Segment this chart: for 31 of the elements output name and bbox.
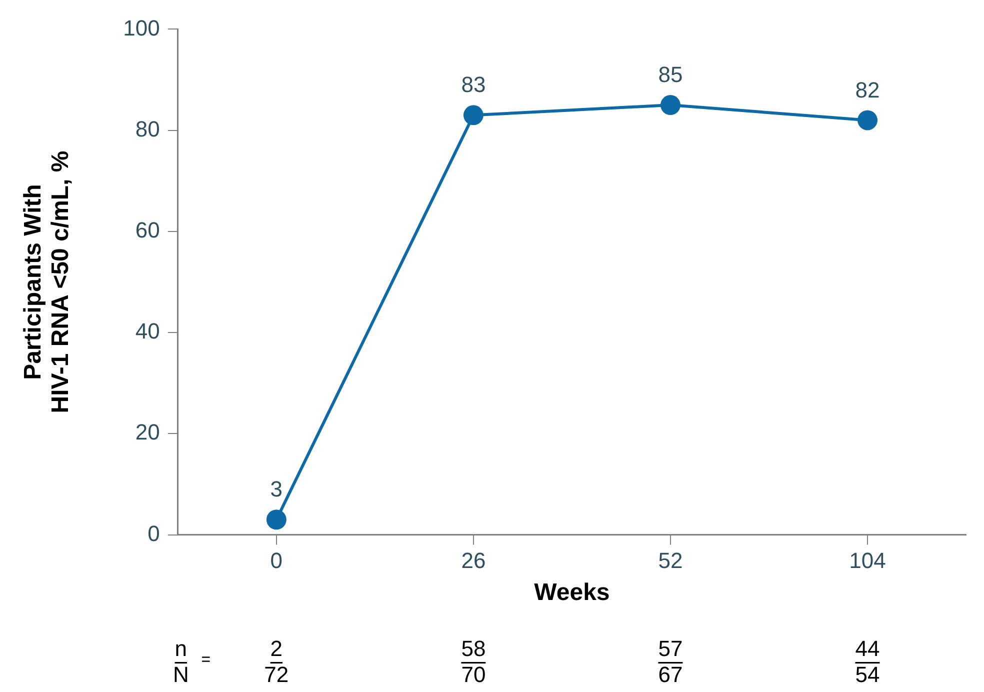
text: =: [201, 651, 211, 668]
text: N: [172, 662, 189, 688]
data-label: 85: [658, 62, 683, 88]
x-axis-title: Weeks: [534, 579, 610, 606]
point: [463, 105, 484, 126]
y-tick-label: 20: [135, 420, 160, 445]
point: [857, 110, 878, 130]
y-axis-title: Participants With HIV-1 RNA <50 c/mL, %: [19, 150, 74, 414]
data-label: 83: [461, 72, 486, 98]
point: [660, 95, 680, 116]
data-label: 3: [270, 476, 283, 502]
text: 72: [264, 662, 289, 688]
text: 54: [855, 662, 880, 688]
text: 44: [855, 636, 880, 662]
y-tick-label: 100: [123, 15, 160, 40]
x-tick-label: 0: [270, 548, 283, 574]
text: 67: [658, 662, 683, 688]
x-tick-label: 52: [658, 548, 683, 574]
text: 58: [461, 636, 486, 662]
text: n: [174, 636, 188, 662]
x-tick-label: 104: [849, 548, 886, 574]
x-tick-label: 26: [461, 548, 486, 574]
text: 2: [270, 636, 283, 662]
data-label: 82: [855, 77, 880, 102]
point: [266, 510, 286, 530]
y-tick-label: 40: [135, 318, 160, 344]
y-tick-label: 0: [148, 520, 160, 546]
y-tick-label: 60: [135, 218, 160, 243]
text: 70: [461, 662, 486, 688]
text: 57: [658, 636, 683, 662]
y-tick-label: 80: [135, 116, 160, 142]
